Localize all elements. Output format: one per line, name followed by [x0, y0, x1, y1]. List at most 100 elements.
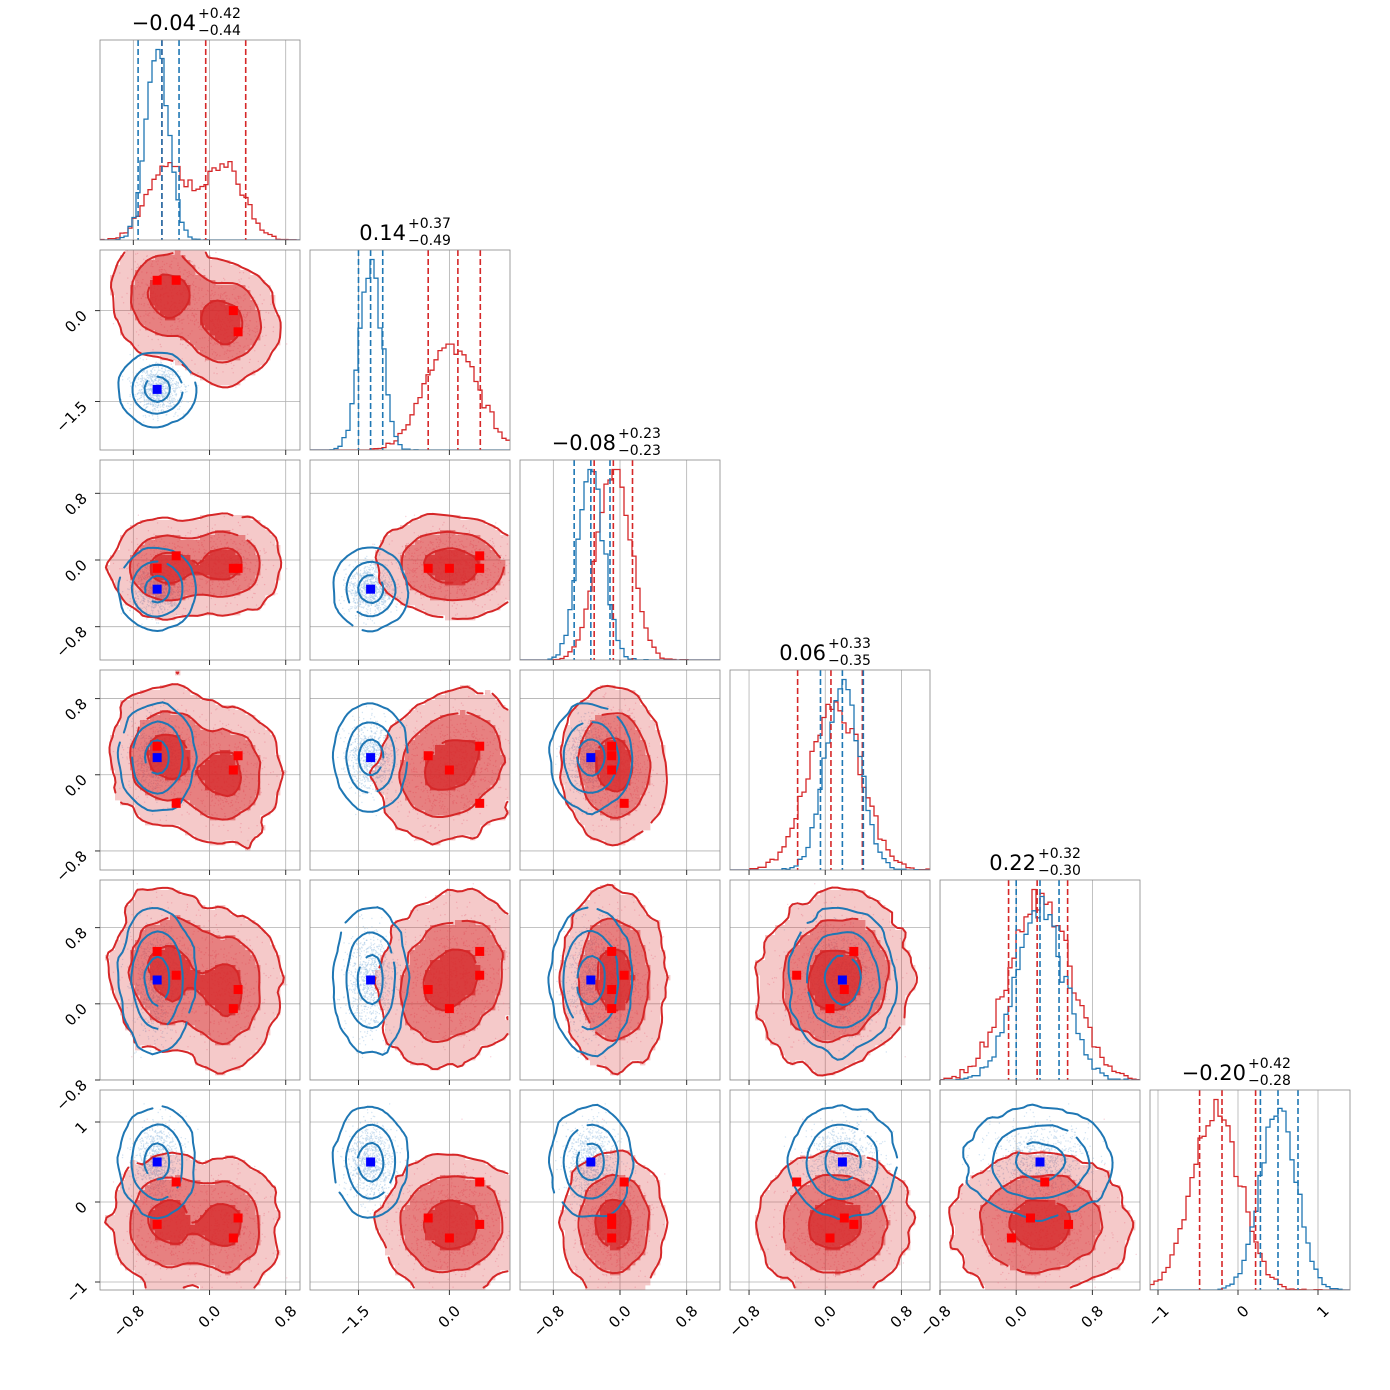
sample-point: [246, 314, 249, 316]
sample-point: [192, 299, 194, 301]
sample-point: [170, 602, 173, 604]
sample-point: [144, 567, 147, 569]
sample-point: [201, 542, 203, 544]
sample-point: [363, 583, 365, 585]
sample-point: [155, 329, 157, 332]
sample-point: [237, 297, 240, 300]
sample-point: [177, 325, 179, 328]
density-fill: [150, 275, 241, 346]
sample-point: [143, 575, 146, 578]
sample-point: [191, 359, 193, 362]
sample-point: [233, 342, 235, 344]
sample-point: [357, 582, 359, 584]
sample-point: [166, 330, 169, 332]
sample-point: [244, 286, 246, 288]
sample-point: [248, 554, 251, 556]
sample-point: [169, 405, 171, 407]
sample-point: [220, 586, 222, 588]
sample-point: [201, 556, 203, 558]
sample-point: [136, 252, 139, 255]
sample-point: [152, 394, 154, 396]
sample-point: [155, 380, 157, 382]
sample-point: [135, 600, 138, 603]
sample-point: [148, 389, 151, 391]
sample-point: [170, 381, 172, 383]
sample-point: [515, 579, 516, 580]
sample-point: [244, 567, 246, 570]
sample-point: [148, 392, 150, 395]
sample-point: [143, 405, 145, 407]
sample-point: [379, 607, 382, 609]
sample-point: [143, 561, 145, 563]
sample-point: [172, 366, 174, 368]
sample-point: [173, 382, 176, 385]
sample-point: [165, 387, 167, 389]
sample-point: [157, 622, 160, 624]
sample-point: [191, 261, 193, 263]
sample-point: [187, 553, 189, 555]
sample-point: [139, 378, 142, 380]
sample-point: [359, 574, 361, 576]
sample-point: [143, 559, 145, 562]
sample-point: [223, 353, 225, 355]
sample-point: [161, 367, 163, 369]
sample-point: [213, 592, 215, 595]
sample-point: [396, 603, 398, 605]
sample-point: [166, 262, 168, 265]
sample-point: [265, 551, 267, 553]
sample-point: [365, 557, 367, 560]
sample-point: [239, 271, 241, 274]
sample-point: [175, 386, 177, 388]
sample-point: [141, 554, 143, 556]
sample-point: [161, 538, 163, 540]
sample-point: [237, 588, 240, 590]
sample-point: [365, 594, 367, 596]
sample-point: [157, 369, 160, 371]
sample-point: [255, 604, 258, 606]
sample-point: [268, 312, 270, 314]
sample-point: [173, 243, 174, 244]
sample-point: [156, 415, 159, 417]
sample-point: [272, 330, 274, 333]
sample-point: [247, 332, 249, 335]
sample-point: [174, 375, 177, 377]
sample-point: [159, 602, 161, 604]
sample-point: [137, 377, 140, 379]
sample-point: [179, 405, 181, 408]
sample-point: [140, 401, 142, 403]
sample-point: [139, 392, 141, 394]
sample-point: [149, 402, 152, 404]
sample-point: [272, 564, 275, 567]
sample-point: [250, 538, 252, 541]
sample-point: [225, 591, 228, 593]
sample-point: [243, 557, 246, 559]
sample-point: [248, 334, 251, 336]
sample-point: [141, 379, 143, 382]
sample-point: [405, 515, 407, 518]
sample-point: [131, 563, 133, 565]
sample-point: [376, 596, 379, 599]
sample-point: [196, 302, 198, 304]
sample-point: [134, 286, 136, 289]
sample-point: [238, 302, 240, 304]
sample-point: [367, 612, 369, 615]
sample-point: [148, 605, 150, 607]
sample-point: [147, 600, 149, 602]
sample-point: [342, 607, 344, 609]
sample-point: [243, 316, 246, 318]
sample-point: [376, 570, 378, 572]
sample-point: [157, 371, 159, 373]
sample-point: [350, 582, 353, 585]
sample-point: [147, 572, 149, 574]
sample-point: [375, 603, 377, 605]
sample-point: [141, 599, 143, 601]
sample-point: [145, 609, 148, 611]
sample-point: [243, 320, 245, 322]
sample-point: [208, 290, 210, 292]
sample-point: [163, 326, 166, 328]
sample-point: [265, 568, 267, 571]
sample-point: [194, 363, 196, 365]
sample-point: [138, 334, 140, 336]
sample-point: [349, 608, 351, 610]
sample-point: [155, 261, 157, 263]
